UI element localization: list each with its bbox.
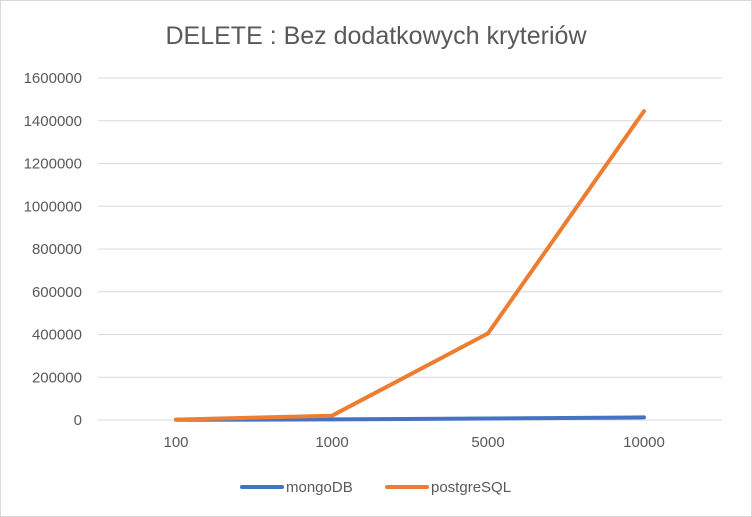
x-tick-label: 5000	[471, 434, 504, 451]
y-tick-label: 1200000	[24, 156, 82, 173]
y-tick-label: 800000	[32, 241, 82, 258]
chart-title: DELETE : Bez dodatkowych kryteriów	[165, 22, 587, 50]
legend: mongoDB postgreSQL	[240, 479, 511, 496]
y-tick-label: 600000	[32, 284, 82, 301]
legend-label-mongodb: mongoDB	[286, 479, 353, 496]
x-tick-label: 10000	[623, 434, 665, 451]
x-tick-label: 1000	[315, 434, 348, 451]
legend-label-postgresql: postgreSQL	[431, 479, 511, 496]
y-tick-label: 1600000	[24, 70, 82, 87]
x-tick-label: 100	[163, 434, 188, 451]
series-lines	[174, 109, 646, 422]
x-axis-tick-labels: 100 1000 5000 10000	[163, 434, 664, 451]
y-tick-label: 200000	[32, 369, 82, 386]
y-tick-label: 1400000	[24, 113, 82, 130]
y-tick-label: 0	[74, 412, 82, 429]
y-tick-label: 400000	[32, 327, 82, 344]
y-tick-label: 1000000	[24, 198, 82, 215]
series-line-postgresql	[174, 109, 646, 422]
gridlines	[98, 77, 722, 421]
y-axis-tick-labels: 0 200000 400000 600000 800000 1000000 1200000 1…	[24, 70, 82, 429]
